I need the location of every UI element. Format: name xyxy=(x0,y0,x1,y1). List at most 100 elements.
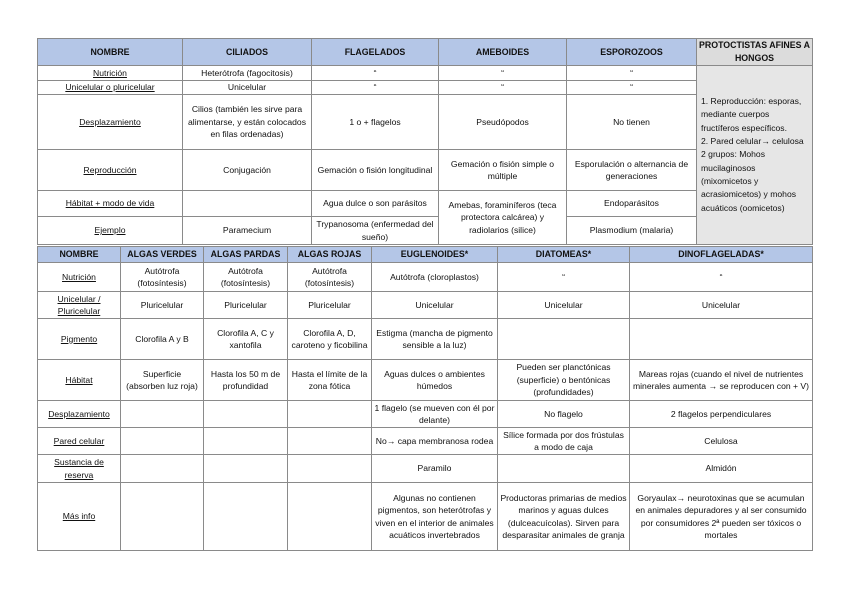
table-cell: Endoparásitos xyxy=(566,190,697,217)
column-header-flagelados: FLAGELADOS xyxy=(311,38,439,66)
table-cell: “ xyxy=(311,65,439,81)
table-cell xyxy=(287,454,372,483)
table-cell: Mareas rojas (cuando el nivel de nutrien… xyxy=(629,359,813,401)
table-cell: Paramilo xyxy=(371,454,498,483)
table-cell: “ xyxy=(438,65,567,81)
table-cell: Cilios (también les sirve para alimentar… xyxy=(182,94,312,150)
table-cell: Conjugación xyxy=(182,149,312,191)
side-note-line: 1. Reproducción: esporas, mediante cuerp… xyxy=(701,96,802,133)
row-label-mas-info: Más info xyxy=(37,482,121,551)
row-label-habitat: Hábitat xyxy=(37,359,121,401)
table-cell: No→ capa membranosa rodea xyxy=(371,427,498,455)
table-row: Pigmento Clorofila A y B Clorofila A, C y … xyxy=(37,318,813,360)
table-cell: “ xyxy=(438,80,567,95)
table-cell: Unicelular xyxy=(371,291,498,319)
table-cell: 1 flagelo (se mueven con él por delante) xyxy=(371,400,498,428)
table-cell: Gemación o fisión longitudinal xyxy=(311,149,439,191)
table-cell: Unicelular xyxy=(497,291,630,319)
table-cell: Clorofila A, C y xantofila xyxy=(203,318,288,360)
table-cell: Plasmodium (malaria) xyxy=(566,216,697,245)
side-note-line: 2 grupos: Mohos mucilaginosos (mixomicet… xyxy=(701,149,797,213)
row-label-sustancia-de-reserva: Sustancia de reserva xyxy=(37,454,121,483)
table-cell: “ xyxy=(566,80,697,95)
table-cell: “ xyxy=(566,65,697,81)
protozoa-table: NOMBRE CILIADOS FLAGELADOS AMEBOIDES ESPOROZ… xyxy=(37,38,813,245)
table-cell: Hasta el límite de la zona fótica xyxy=(287,359,372,401)
table-cell xyxy=(497,454,630,483)
row-label-unicelular-pluricelular: Unicelular / Pluricelular xyxy=(37,291,121,319)
table-cell xyxy=(182,190,312,217)
table-cell: Paramecium xyxy=(182,216,312,245)
row-label-nutricion: Nutrición xyxy=(37,65,183,81)
table-row: Unicelular o pluricelular Unicelular “““ xyxy=(37,80,813,95)
table-row: Desplazamiento Cilios (también les sirve … xyxy=(37,94,813,150)
table-cell: Celulosa xyxy=(629,427,813,455)
table-cell xyxy=(120,454,204,483)
table-cell: Trypanosoma (enfermedad del sueño) xyxy=(311,216,439,245)
column-header-algas-pardas: ALGAS PARDAS xyxy=(203,246,288,263)
table-cell: Autótrofa (fotosíntesis) xyxy=(287,262,372,292)
column-header-protoctistas-afines-a-hongos: PROTOCTISTAS AFINES A HONGOS xyxy=(696,38,813,66)
row-label-nutricion: Nutrición xyxy=(37,262,121,292)
row-label-ejemplo: Ejemplo xyxy=(37,216,183,245)
table-cell xyxy=(203,454,288,483)
algae-table: NOMBRE ALGAS VERDES ALGAS PARDAS ALGAS ROJA… xyxy=(37,246,813,551)
column-header-nombre: NOMBRE xyxy=(37,246,121,263)
column-header-dinoflageladas: DINOFLAGELADAS* xyxy=(629,246,813,263)
table-cell xyxy=(203,482,288,551)
table-cell: Hasta los 50 m de profundidad xyxy=(203,359,288,401)
table-cell: Autótrofa (fotosíntesis) xyxy=(120,262,204,292)
table-cell: Estigma (mancha de pigmento sensible a l… xyxy=(371,318,498,360)
table-row: Nutrición Heterótrofa (fagocitosis) “““1. … xyxy=(37,65,813,245)
table-cell: Productoras primarias de medios marinos … xyxy=(497,482,630,551)
table-cell xyxy=(120,482,204,551)
table-cell xyxy=(120,427,204,455)
table-cell: No tienen xyxy=(566,94,697,150)
table-cell xyxy=(203,400,288,428)
row-label-reproduccion: Reproducción xyxy=(37,149,183,191)
table-cell: Aguas dulces o ambientes húmedos xyxy=(371,359,498,401)
table-cell: Pluricelular xyxy=(203,291,288,319)
row-label-habitat-modo-de-vida: Hábitat + modo de vida xyxy=(37,190,183,217)
table-row: Hábitat Superficie (absorben luz roja) Has… xyxy=(37,359,813,401)
column-header-ciliados: CILIADOS xyxy=(182,38,312,66)
table-cell: Autótrofa (cloroplastos) xyxy=(371,262,498,292)
table-cell xyxy=(203,427,288,455)
table-cell: “ xyxy=(311,80,439,95)
table-cell: Unicelular xyxy=(182,80,312,95)
table-cell: “ xyxy=(629,262,813,292)
side-note: 1. Reproducción: esporas, mediante cuerp… xyxy=(696,65,813,245)
table-row: Unicelular / Pluricelular Pluricelular Plu… xyxy=(37,291,813,319)
table-cell: Pluricelular xyxy=(120,291,204,319)
row-label-pared-celular: Pared celular xyxy=(37,427,121,455)
table-cell: Heterótrofa (fagocitosis) xyxy=(182,65,312,81)
table-row: Más info Algunas no contienen pigmentos, … xyxy=(37,482,813,551)
column-header-nombre: NOMBRE xyxy=(37,38,183,66)
table-row: Pared celular No→ capa membranosa rodea Sí… xyxy=(37,427,813,455)
table-row: Ejemplo Paramecium Trypanosoma (enfermedad… xyxy=(37,216,813,245)
table-cell: Clorofila A y B xyxy=(120,318,204,360)
table-row: Desplazamiento 1 flagelo (se mueven con é… xyxy=(37,400,813,428)
column-header-euglenoides: EUGLENOIDES* xyxy=(371,246,498,263)
column-header-algas-rojas: ALGAS ROJAS xyxy=(287,246,372,263)
table-cell: No flagelo xyxy=(497,400,630,428)
table-cell: Autótrofa (fotosíntesis) xyxy=(203,262,288,292)
table-cell: Pseudópodos xyxy=(438,94,567,150)
column-header-ameboides: AMEBOIDES xyxy=(438,38,567,66)
column-header-esporozoos: ESPOROZOOS xyxy=(566,38,697,66)
row-label-unicelular-o-pluricelular: Unicelular o pluricelular xyxy=(37,80,183,95)
table-cell: “ xyxy=(497,262,630,292)
table-cell: Sílice formada por dos frústulas a modo … xyxy=(497,427,630,455)
table-cell xyxy=(287,400,372,428)
table-cell xyxy=(287,427,372,455)
table-cell xyxy=(497,318,630,360)
row-label-pigmento: Pigmento xyxy=(37,318,121,360)
table-cell: Agua dulce o son parásitos xyxy=(311,190,439,217)
side-note-line: 2. Pared celular→ celulosa xyxy=(701,136,804,147)
table-row: Hábitat + modo de vida Agua dulce o son p… xyxy=(37,190,813,245)
table-cell: Goryaulax→ neurotoxinas que se acumulan … xyxy=(629,482,813,551)
table-cell: Pluricelular xyxy=(287,291,372,319)
table-cell: Algunas no contienen pigmentos, son hete… xyxy=(371,482,498,551)
table-cell: Unicelular xyxy=(629,291,813,319)
table-cell: 2 flagelos perpendiculares xyxy=(629,400,813,428)
